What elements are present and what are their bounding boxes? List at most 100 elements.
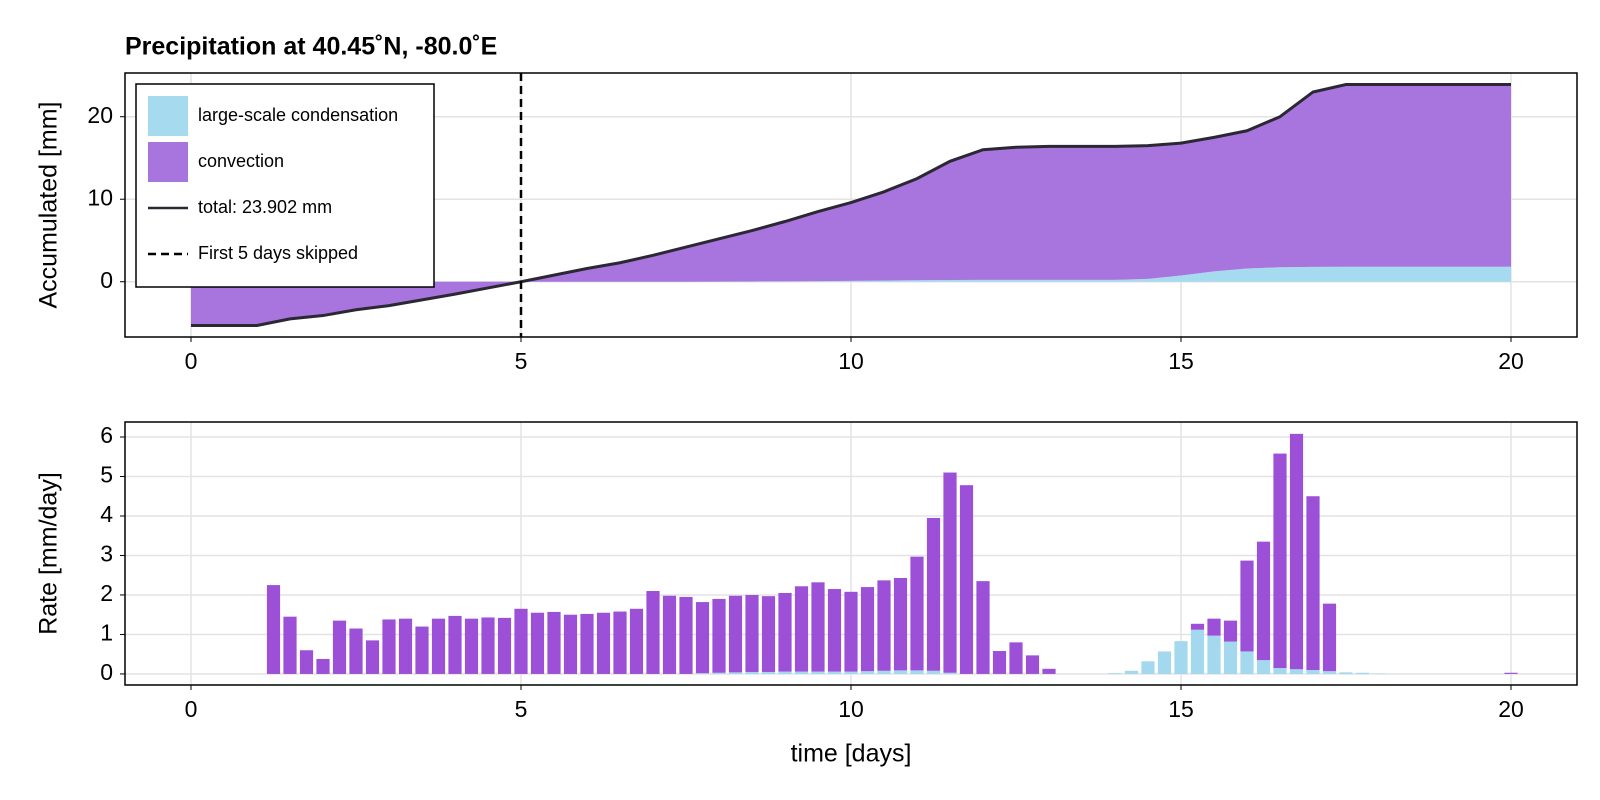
y-tick-label: 1 bbox=[100, 620, 113, 646]
bar bbox=[1207, 635, 1221, 674]
bar bbox=[514, 608, 528, 674]
bar bbox=[1223, 620, 1238, 642]
bar bbox=[811, 671, 825, 674]
bar bbox=[1009, 642, 1023, 674]
bar bbox=[349, 628, 363, 674]
bar bbox=[745, 594, 759, 672]
area bbox=[191, 84, 1511, 326]
bar bbox=[860, 671, 875, 674]
bar bbox=[266, 585, 281, 674]
bar bbox=[1306, 669, 1320, 674]
y-tick-label: 20 bbox=[87, 102, 113, 128]
y-tick-label: 5 bbox=[100, 462, 113, 488]
bar bbox=[481, 617, 495, 674]
bar bbox=[1174, 641, 1188, 674]
legend-swatch bbox=[148, 96, 188, 136]
bar bbox=[299, 650, 314, 674]
bar bbox=[316, 658, 330, 674]
bar bbox=[679, 596, 693, 674]
y-tick-label: 6 bbox=[100, 422, 113, 448]
bar bbox=[580, 613, 594, 674]
bar bbox=[332, 620, 347, 674]
y-tick-label: 0 bbox=[100, 267, 113, 293]
bar bbox=[613, 611, 627, 674]
total-line bbox=[191, 83, 1511, 327]
bar bbox=[1207, 618, 1221, 636]
bar bbox=[860, 587, 875, 672]
bar bbox=[1306, 496, 1320, 670]
bar bbox=[712, 598, 726, 673]
bar bbox=[1141, 661, 1155, 674]
bar bbox=[761, 596, 776, 672]
bar bbox=[959, 485, 974, 674]
bar bbox=[910, 556, 924, 671]
bar bbox=[448, 615, 462, 674]
x-tick-label: 0 bbox=[185, 348, 198, 374]
bar bbox=[794, 586, 809, 672]
bar bbox=[1256, 541, 1271, 661]
bar bbox=[431, 618, 446, 674]
bar bbox=[811, 582, 825, 672]
bar bbox=[1273, 453, 1287, 669]
bar bbox=[893, 577, 908, 671]
bar bbox=[778, 592, 792, 672]
bar bbox=[283, 616, 297, 674]
bar bbox=[547, 611, 561, 674]
bar bbox=[1339, 672, 1353, 674]
bar bbox=[1273, 668, 1287, 674]
legend: large-scale condensation convection total:… bbox=[135, 83, 435, 288]
legend-label: total: 23.902 mm bbox=[198, 197, 332, 217]
bar bbox=[728, 672, 743, 674]
bar bbox=[992, 651, 1007, 674]
bar bbox=[1322, 603, 1337, 672]
bar bbox=[365, 640, 380, 674]
bar bbox=[943, 672, 957, 674]
x-tick-label: 10 bbox=[838, 696, 864, 722]
bar bbox=[1124, 670, 1139, 674]
bar bbox=[563, 614, 578, 674]
bar bbox=[1240, 560, 1254, 652]
bar bbox=[1108, 673, 1122, 674]
bar bbox=[910, 670, 924, 674]
x-tick-label: 20 bbox=[1498, 348, 1524, 374]
bar bbox=[1256, 660, 1271, 674]
bar bbox=[712, 672, 726, 674]
x-tick-label: 15 bbox=[1168, 696, 1194, 722]
legend-label: convection bbox=[198, 151, 284, 171]
panel: 0 5 10 15 20 0 1 2 3 4 5 6 Rate [mm/day] time [days] bbox=[35, 421, 1578, 768]
bar bbox=[844, 591, 858, 672]
bar bbox=[415, 626, 429, 674]
bar bbox=[382, 619, 396, 674]
x-tick-label: 10 bbox=[838, 348, 864, 374]
bar bbox=[1190, 629, 1205, 674]
bar bbox=[761, 671, 776, 674]
x-axis-label: time [days] bbox=[791, 740, 912, 768]
legend-label: large-scale condensation bbox=[198, 105, 398, 125]
bar bbox=[728, 595, 743, 673]
x-tick-label: 5 bbox=[515, 348, 528, 374]
bar bbox=[1157, 651, 1172, 674]
legend-swatch bbox=[148, 142, 188, 182]
bar bbox=[662, 595, 677, 674]
bar bbox=[976, 581, 990, 674]
bar bbox=[778, 671, 792, 674]
bar bbox=[827, 589, 842, 672]
bar bbox=[827, 671, 842, 674]
bar bbox=[926, 670, 941, 674]
y-tick-label: 2 bbox=[100, 580, 113, 606]
chart-title: Precipitation at 40.45˚N, -80.0˚E bbox=[125, 33, 497, 61]
bar bbox=[629, 608, 644, 674]
axes-frame bbox=[124, 421, 1578, 686]
bar bbox=[695, 673, 710, 674]
bar bbox=[1223, 641, 1238, 674]
bar bbox=[794, 671, 809, 674]
bar bbox=[646, 591, 660, 674]
bar bbox=[1504, 672, 1518, 674]
bar bbox=[695, 602, 710, 674]
panel: 0 5 10 15 20 0 10 20 Precipitation at 40.45˚N, -… bbox=[35, 33, 1578, 374]
bar bbox=[1355, 672, 1370, 674]
bar bbox=[1289, 433, 1304, 670]
y-tick-label: 10 bbox=[87, 184, 113, 210]
bar bbox=[497, 617, 512, 674]
bar bbox=[1025, 655, 1040, 674]
